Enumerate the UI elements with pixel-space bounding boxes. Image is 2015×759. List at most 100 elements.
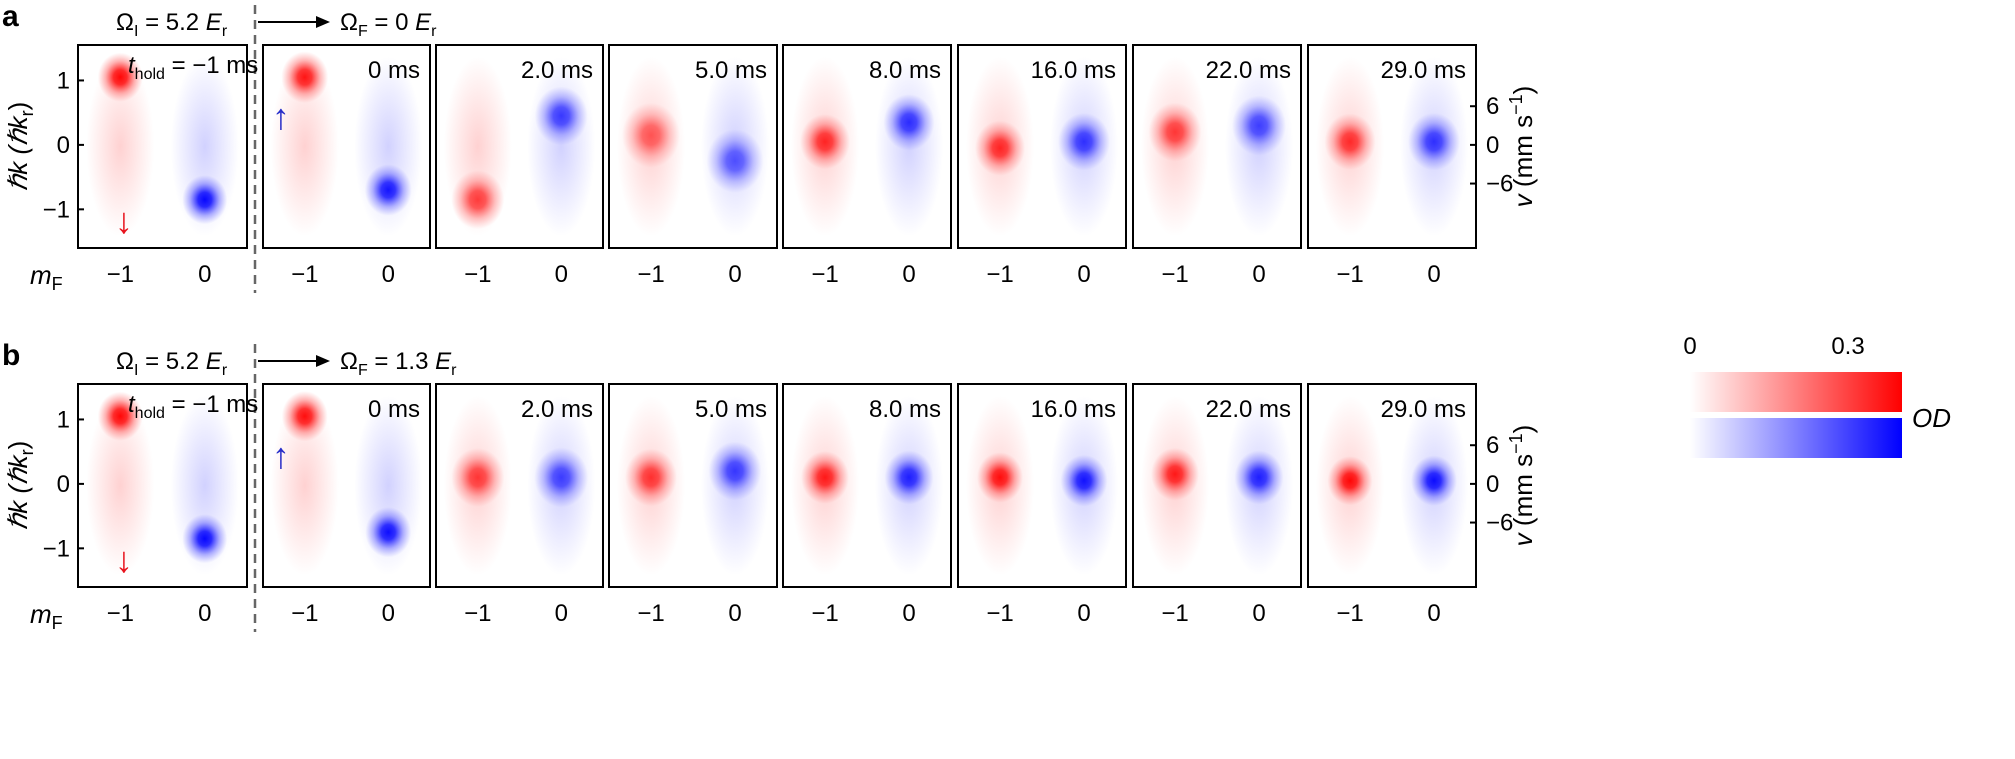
red-cloud bbox=[975, 120, 1025, 176]
velocity-axis-label: v (mm s−1) bbox=[1506, 86, 1538, 208]
time-subpanel: −1 0 2.0 ms bbox=[435, 44, 604, 288]
red-cloud bbox=[97, 391, 143, 441]
subpanel-frame bbox=[435, 383, 604, 588]
mf-tick-label: −1 bbox=[464, 261, 491, 288]
panel-letter: a bbox=[2, 0, 19, 33]
blue-cloud bbox=[1411, 455, 1457, 506]
hold-time-value: 22.0 ms bbox=[1206, 396, 1291, 423]
red-cloud bbox=[801, 451, 849, 504]
time-subpanel: −1 0 8.0 ms bbox=[782, 383, 952, 627]
subpanel-frame bbox=[1307, 44, 1477, 249]
hold-time-label: thold = −1 ms bbox=[128, 52, 258, 83]
subpanel-frame bbox=[1307, 383, 1477, 588]
hold-time-value: 0 ms bbox=[368, 396, 420, 423]
y-tick-label: 0 bbox=[57, 132, 70, 159]
mf-tick-label: −1 bbox=[464, 600, 491, 627]
colorbar-red-gradient bbox=[1690, 372, 1902, 412]
v-tick-label: 0 bbox=[1486, 132, 1499, 159]
v-tick-label: −6 bbox=[1486, 510, 1513, 537]
mf-tick-label: 0 bbox=[902, 261, 915, 288]
red-cloud bbox=[1151, 447, 1199, 501]
time-subpanel: −1 0 16.0 ms bbox=[957, 383, 1127, 627]
red-cloud-haze bbox=[270, 395, 339, 576]
blue-cloud bbox=[365, 507, 412, 558]
subpanel-frame bbox=[262, 44, 431, 249]
mf-axis-label: mF bbox=[30, 260, 63, 294]
blue-cloud bbox=[883, 94, 935, 151]
mf-tick-label: 0 bbox=[728, 600, 741, 627]
red-cloud bbox=[1324, 113, 1376, 170]
subpanel-frame bbox=[435, 44, 604, 249]
momentum-axis-label: ℏk (ℏkr) bbox=[3, 102, 37, 192]
red-cloud bbox=[622, 102, 680, 168]
velocity-axis-label: v (mm s−1) bbox=[1506, 425, 1538, 547]
hold-time-value: 0 ms bbox=[368, 57, 420, 84]
red-cloud bbox=[97, 52, 143, 102]
mf-tick-label: 0 bbox=[382, 261, 395, 288]
colorbar: 0 0.3 OD bbox=[1683, 333, 1951, 458]
v-tick-label: 0 bbox=[1486, 471, 1499, 498]
subpanel-frame bbox=[608, 383, 778, 588]
time-subpanel: −1 0 5.0 ms bbox=[608, 383, 778, 627]
y-tick-label: −1 bbox=[43, 196, 70, 223]
omega-final-label: ΩF = 0 Er bbox=[340, 9, 437, 40]
mf-tick-label: 0 bbox=[1427, 600, 1440, 627]
omega-initial-label: ΩI = 5.2 Er bbox=[116, 9, 228, 40]
time-subpanel: −1 0 29.0 ms 6 0 −6 bbox=[1307, 44, 1513, 288]
y-tick-label: 0 bbox=[57, 471, 70, 498]
mf-tick-label: −1 bbox=[291, 261, 318, 288]
mf-tick-label: 0 bbox=[555, 261, 568, 288]
y-tick-label: 1 bbox=[57, 67, 70, 94]
blue-cloud bbox=[708, 441, 762, 501]
time-subpanel: −1 0 22.0 ms bbox=[1132, 44, 1302, 288]
time-subpanel: −1 0 16.0 ms bbox=[957, 44, 1127, 288]
mf-tick-label: −1 bbox=[986, 261, 1013, 288]
hold-time-label: thold = −1 ms bbox=[128, 391, 258, 422]
mf-tick-label: −1 bbox=[107, 261, 134, 288]
red-cloud bbox=[625, 448, 677, 507]
red-cloud bbox=[800, 114, 850, 170]
subpanel-frame bbox=[782, 383, 952, 588]
mf-tick-label: −1 bbox=[811, 261, 838, 288]
red-cloud bbox=[451, 448, 505, 507]
mf-tick-label: −1 bbox=[107, 600, 134, 627]
subpanel-frame bbox=[262, 383, 431, 588]
mf-tick-label: 0 bbox=[1077, 261, 1090, 288]
blue-cloud bbox=[706, 129, 764, 193]
mf-tick-label: −1 bbox=[291, 600, 318, 627]
y-tick-label: 1 bbox=[57, 406, 70, 433]
momentum-axis-label: ℏk (ℏkr) bbox=[3, 441, 37, 531]
mf-tick-label: −1 bbox=[1336, 600, 1363, 627]
y-tick-label: −1 bbox=[43, 535, 70, 562]
colorbar-od-label: OD bbox=[1912, 403, 1951, 433]
red-cloud bbox=[281, 51, 329, 104]
mf-tick-label: 0 bbox=[728, 261, 741, 288]
hold-time-value: 5.0 ms bbox=[695, 396, 767, 423]
mf-tick-label: 0 bbox=[555, 600, 568, 627]
red-cloud bbox=[1327, 456, 1373, 506]
blue-cloud bbox=[182, 175, 228, 225]
subpanel-frame bbox=[957, 44, 1127, 249]
hold-time-value: 16.0 ms bbox=[1031, 396, 1116, 423]
hold-time-value: 22.0 ms bbox=[1206, 57, 1291, 84]
red-cloud bbox=[977, 452, 1023, 503]
blue-cloud bbox=[182, 514, 228, 564]
mf-tick-label: 0 bbox=[198, 261, 211, 288]
v-tick-label: 6 bbox=[1486, 432, 1499, 459]
time-subpanel: −1 0 29.0 ms 6 0 −6 bbox=[1307, 383, 1513, 627]
blue-cloud bbox=[1060, 454, 1108, 507]
v-tick-label: −6 bbox=[1486, 171, 1513, 198]
time-subpanel: −1 0 0 ms bbox=[262, 383, 431, 627]
blue-cloud bbox=[1408, 112, 1460, 171]
blue-cloud bbox=[1234, 450, 1284, 505]
mf-tick-label: −1 bbox=[1161, 600, 1188, 627]
spin-down-arrow-icon: ↓ bbox=[115, 539, 133, 580]
hold-time-value: 8.0 ms bbox=[869, 396, 941, 423]
subpanel-frame bbox=[1132, 383, 1302, 588]
blue-cloud bbox=[364, 164, 412, 216]
blue-cloud bbox=[534, 86, 588, 146]
colorbar-max-label: 0.3 bbox=[1831, 333, 1864, 360]
